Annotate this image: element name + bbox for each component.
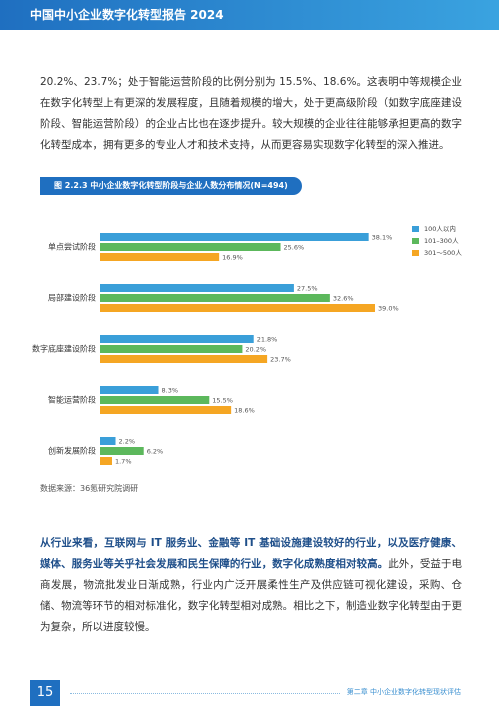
page-number: 15	[30, 680, 60, 706]
bold-text: 从行业来看，互联网与 IT 服务业、金融等 IT 基础设施建设较好的行业，以及医…	[40, 537, 462, 570]
bar	[100, 457, 112, 465]
bar	[100, 335, 254, 343]
paragraph: 20.2%、23.7%；处于智能运营阶段的比例分别为 15.5%、18.6%。这…	[40, 76, 462, 151]
bar	[100, 355, 268, 363]
bar	[100, 294, 330, 302]
source: 数据来源：36氪研究院调研	[40, 484, 139, 493]
legend-swatch	[412, 250, 419, 256]
bar	[100, 243, 281, 251]
legend-label: 100人以内	[424, 224, 456, 233]
category-label: 数字底座建设阶段	[32, 344, 96, 354]
value-label: 25.6%	[284, 244, 305, 252]
bar	[100, 406, 232, 414]
category-label: 单点尝试阶段	[48, 242, 96, 252]
value-label: 15.5%	[212, 397, 233, 405]
value-label: 39.0%	[378, 305, 399, 313]
paragraph: 从行业来看，互联网与 IT 服务业、金融等 IT 基础设施建设较好的行业，以及医…	[40, 533, 462, 638]
bar	[100, 253, 220, 261]
category-label: 局部建设阶段	[48, 293, 96, 303]
legend-swatch	[412, 226, 419, 232]
bar	[100, 233, 369, 241]
legend-label: 101–300人	[424, 237, 459, 245]
bar	[100, 437, 116, 445]
value-label: 38.1%	[372, 234, 393, 242]
value-label: 27.5%	[297, 285, 318, 293]
category-label: 创新发展阶段	[48, 446, 96, 456]
divider	[70, 693, 340, 694]
value-label: 2.2%	[119, 438, 136, 446]
value-label: 18.6%	[234, 407, 255, 415]
bar	[100, 345, 243, 353]
value-label: 23.7%	[270, 356, 291, 364]
category-label: 智能运营阶段	[48, 395, 96, 405]
value-label: 32.6%	[333, 295, 354, 303]
value-label: 16.9%	[222, 254, 243, 262]
legend-label: 301～500人	[424, 249, 462, 257]
header-title: 中国中小企业数字化转型报告 2024	[0, 0, 499, 30]
value-label: 21.8%	[257, 336, 278, 344]
chapter-title: 第二章 中小企业数字化转型现状评估	[346, 688, 461, 696]
text: 此外，受益于电商发展，物流批发业日渐成熟，行业内广泛开展柔性生产及供应链可视化建…	[40, 558, 463, 633]
bar	[100, 284, 294, 292]
value-label: 20.2%	[245, 346, 266, 354]
bar	[100, 386, 159, 394]
bar	[100, 447, 144, 455]
bar	[100, 304, 375, 312]
bar	[100, 396, 210, 404]
value-label: 8.3%	[162, 387, 179, 395]
chart-title: 图 2.2.3 中小企业数字化转型阶段与企业人数分布情况(N=494)	[40, 177, 302, 195]
value-label: 1.7%	[115, 458, 132, 466]
chart: 单点尝试阶段 38.1% 25.6% 16.9% 局部建设阶段 27.5% 32.6% 39.…	[32, 224, 462, 466]
value-label: 6.2%	[147, 448, 164, 456]
legend-swatch	[412, 238, 419, 244]
